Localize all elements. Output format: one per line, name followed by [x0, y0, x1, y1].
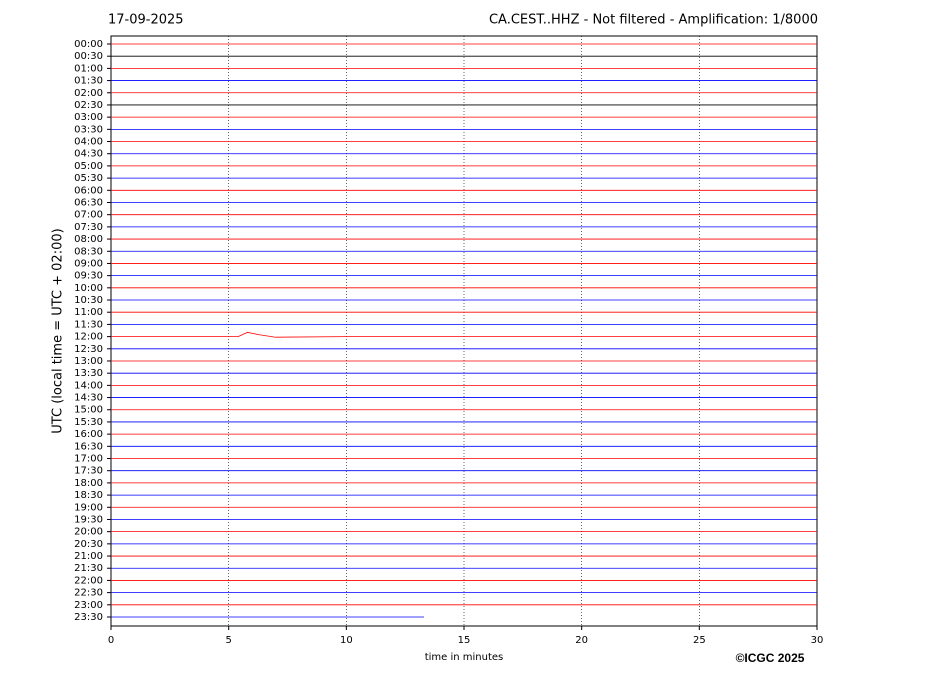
y-tick-label: 21:30 — [74, 563, 103, 574]
y-tick-label: 23:30 — [74, 612, 103, 623]
y-tick-label: 13:30 — [74, 368, 103, 379]
y-tick-label: 13:00 — [74, 356, 103, 367]
y-tick-label: 08:00 — [74, 234, 103, 245]
y-tick-label: 10:00 — [74, 283, 103, 294]
y-tick-label: 18:30 — [74, 490, 103, 501]
y-tick-label: 08:30 — [74, 246, 103, 257]
y-tick-label: 22:00 — [74, 575, 103, 586]
y-axis-label: UTC (local time = UTC + 02:00) — [51, 228, 66, 433]
y-tick-label: 02:00 — [74, 88, 103, 99]
y-tick-label: 21:00 — [74, 551, 103, 562]
y-tick-label: 06:00 — [74, 185, 103, 196]
y-tick-label: 03:30 — [74, 124, 103, 135]
x-tick-label: 0 — [108, 635, 114, 646]
x-tick-label: 10 — [340, 635, 353, 646]
y-tick-label: 16:00 — [74, 429, 103, 440]
credit: ©ICGC 2025 — [736, 651, 805, 665]
y-tick-label: 19:30 — [74, 514, 103, 525]
y-tick-label: 15:30 — [74, 417, 103, 428]
y-tick-label: 14:30 — [74, 393, 103, 404]
y-tick-label: 18:00 — [74, 478, 103, 489]
y-tick-label: 23:00 — [74, 600, 103, 611]
y-tick-label: 11:00 — [74, 307, 103, 318]
y-tick-label: 02:30 — [74, 100, 103, 111]
y-tick-label: 00:00 — [74, 39, 103, 50]
y-tick-label: 10:30 — [74, 295, 103, 306]
y-tick-label: 20:30 — [74, 539, 103, 550]
y-tick-label: 17:30 — [74, 466, 103, 477]
y-tick-label: 05:00 — [74, 161, 103, 172]
y-tick-label: 22:30 — [74, 588, 103, 599]
x-tick-label: 30 — [811, 635, 824, 646]
trace — [111, 331, 817, 338]
y-tick-label: 17:00 — [74, 454, 103, 465]
y-tick-label: 16:30 — [74, 441, 103, 452]
y-tick-label: 19:00 — [74, 502, 103, 513]
x-tick-label: 5 — [225, 635, 231, 646]
y-tick-label: 09:30 — [74, 271, 103, 282]
y-tick-label: 09:00 — [74, 258, 103, 269]
y-tick-label: 12:30 — [74, 344, 103, 355]
y-tick-label: 11:30 — [74, 319, 103, 330]
y-tick-label: 20:00 — [74, 527, 103, 538]
x-axis-label: time in minutes — [425, 652, 504, 663]
y-tick-label: 07:00 — [74, 210, 103, 221]
y-tick-label: 01:00 — [74, 63, 103, 74]
y-tick-label: 15:00 — [74, 405, 103, 416]
x-tick-label: 15 — [458, 635, 471, 646]
y-tick-label: 12:00 — [74, 332, 103, 343]
y-tick-label: 14:00 — [74, 380, 103, 391]
y-tick-label: 07:30 — [74, 222, 103, 233]
chart-subtitle: CA.CEST..HHZ - Not filtered - Amplificat… — [489, 13, 818, 28]
chart-title: 17-09-2025 — [108, 13, 184, 28]
y-tick-label: 06:30 — [74, 197, 103, 208]
x-tick-label: 25 — [693, 635, 706, 646]
y-tick-label: 03:00 — [74, 112, 103, 123]
y-tick-label: 04:30 — [74, 149, 103, 160]
x-tick-label: 20 — [575, 635, 588, 646]
y-tick-label: 04:00 — [74, 137, 103, 148]
y-tick-label: 00:30 — [74, 51, 103, 62]
y-tick-label: 05:30 — [74, 173, 103, 184]
y-tick-label: 01:30 — [74, 76, 103, 87]
